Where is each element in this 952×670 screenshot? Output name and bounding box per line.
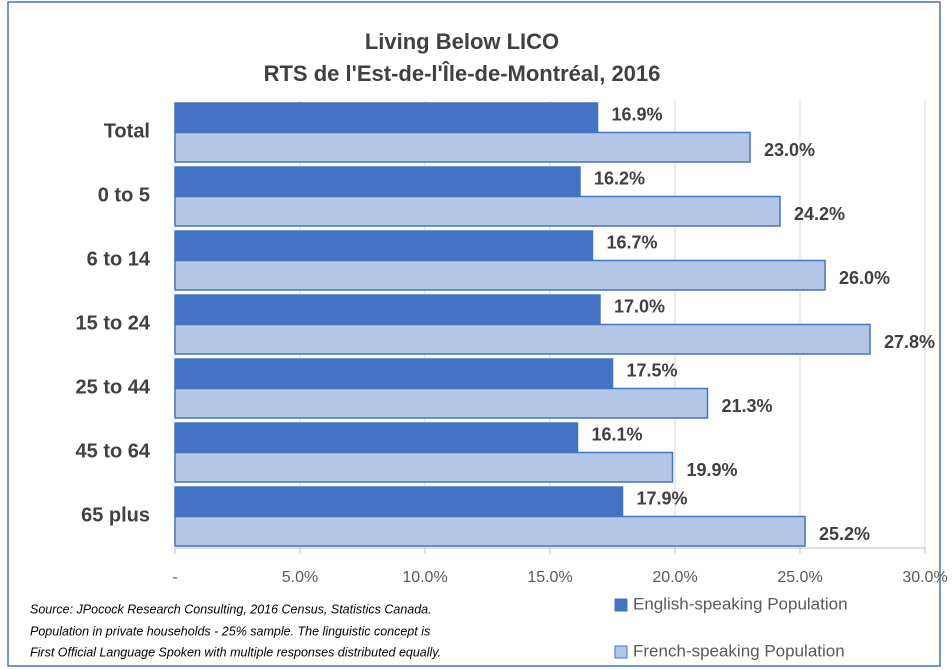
x-tick-label: 30.0% — [902, 569, 947, 586]
bar — [174, 422, 579, 454]
bar — [174, 102, 599, 134]
y-tick-label: 15 to 24 — [76, 312, 151, 334]
value-label: 16.9% — [612, 105, 663, 125]
value-label: 23.0% — [764, 140, 815, 160]
bar — [174, 195, 781, 227]
bar — [174, 230, 594, 262]
y-tick-label: 65 plus — [81, 504, 150, 526]
bar — [174, 294, 601, 326]
value-label: 19.9% — [687, 460, 738, 480]
bar — [174, 323, 871, 355]
value-label: 16.1% — [592, 425, 643, 445]
bar — [174, 166, 581, 198]
legend-swatch — [614, 598, 628, 612]
source-note: Population in private households - 25% s… — [30, 624, 430, 638]
x-tick-label: 10.0% — [402, 569, 447, 586]
x-tick-label: 5.0% — [282, 569, 318, 586]
x-tick-label: 15.0% — [527, 569, 572, 586]
value-label: 25.2% — [819, 524, 870, 544]
bar — [174, 486, 624, 518]
legend-label: French-speaking Population — [633, 641, 845, 660]
bar — [174, 131, 751, 163]
value-label: 21.3% — [722, 396, 773, 416]
bar — [174, 515, 806, 547]
value-label: 24.2% — [794, 204, 845, 224]
value-label: 17.9% — [637, 489, 688, 509]
bar — [174, 451, 674, 483]
value-label: 16.2% — [594, 169, 645, 189]
value-label: 16.7% — [607, 233, 658, 253]
bar — [174, 358, 614, 390]
x-tick-label: - — [172, 569, 177, 586]
source-note: First Official Language Spoken with mult… — [30, 645, 441, 659]
y-tick-label: 25 to 44 — [76, 376, 151, 398]
source-note: Source: JPocock Research Consulting, 201… — [30, 602, 432, 616]
chart-title: Living Below LICO — [365, 29, 559, 54]
value-label: 26.0% — [839, 268, 890, 288]
value-label: 27.8% — [884, 332, 935, 352]
y-tick-label: 0 to 5 — [98, 184, 150, 206]
bar — [174, 387, 709, 419]
x-tick-label: 20.0% — [652, 569, 697, 586]
value-label: 17.5% — [627, 361, 678, 381]
y-tick-label: Total — [104, 120, 150, 142]
value-label: 17.0% — [614, 297, 665, 317]
legend-label: English-speaking Population — [633, 594, 848, 613]
x-tick-label: 25.0% — [777, 569, 822, 586]
y-tick-label: 6 to 14 — [87, 248, 151, 270]
y-tick-label: 45 to 64 — [76, 440, 151, 462]
chart-subtitle: RTS de l'Est-de-l'Île-de-Montréal, 2016 — [264, 61, 661, 86]
legend-swatch — [614, 645, 628, 659]
bar — [174, 259, 826, 291]
